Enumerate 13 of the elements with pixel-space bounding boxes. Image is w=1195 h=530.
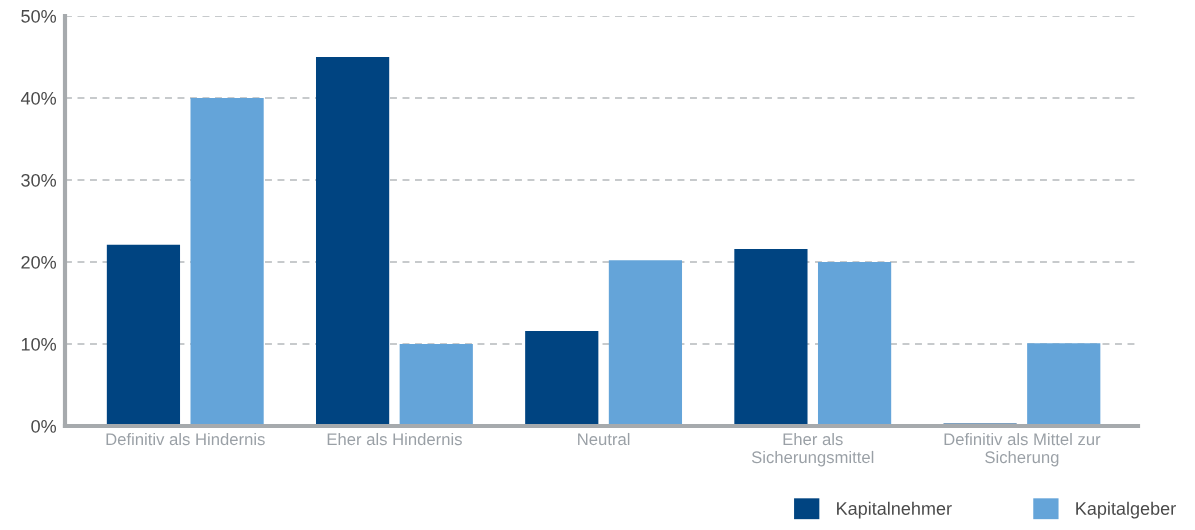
y-tick-label: 20% bbox=[21, 255, 57, 269]
x-tick-label: Eher als Hindernis bbox=[327, 432, 462, 446]
y-tick-label: 0% bbox=[31, 419, 57, 433]
y-tick-label: 10% bbox=[21, 337, 57, 351]
y-tick-label: 30% bbox=[21, 173, 57, 187]
x-tick-label: Eher als Sicherungsmittel bbox=[751, 432, 874, 467]
y-tick-label: 40% bbox=[20, 91, 57, 105]
y-tick-label: 50% bbox=[21, 9, 57, 23]
x-tick-label: Definitiv als Mittel zur Sicherung bbox=[944, 432, 1101, 467]
legend-label: Kapitalgeber bbox=[1076, 501, 1176, 519]
legend-label: Kapitalnehmer bbox=[837, 501, 952, 519]
x-tick-label: Definitiv als Hindernis bbox=[106, 432, 265, 446]
x-tick-label: Neutral bbox=[578, 432, 630, 446]
